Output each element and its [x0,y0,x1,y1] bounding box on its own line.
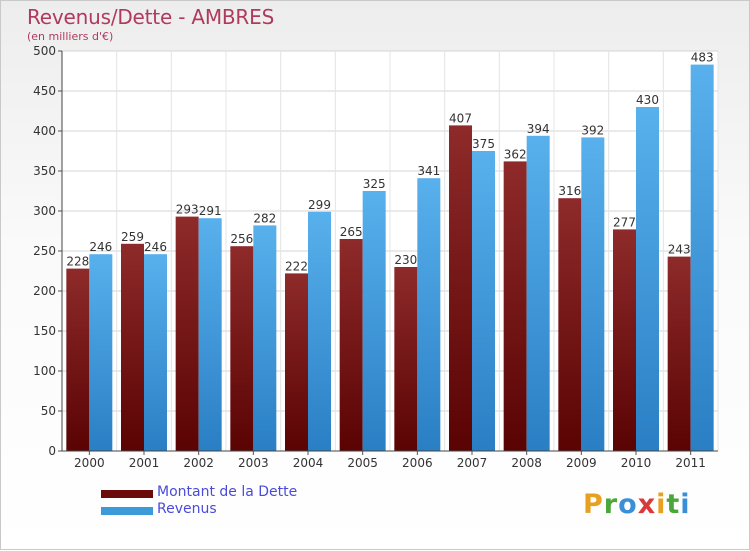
y-tick-label: 50 [41,404,56,418]
proxiti-logo: Proxiti [583,489,691,520]
bar-debt [449,125,472,452]
bar-debt [285,273,308,451]
logo-letter: o [618,489,638,520]
bar-revenue [89,254,113,451]
data-label-revenue: 392 [581,123,604,137]
bar-debt [667,256,691,451]
data-label-revenue: 246 [144,240,167,254]
bar-revenue [581,137,605,451]
data-label-debt: 243 [668,243,691,257]
logo-letter: i [680,489,691,520]
x-tick-label: 2009 [566,456,597,470]
data-label-revenue: 375 [472,137,495,151]
y-tick-label: 100 [33,364,56,378]
bar-debt [230,246,254,451]
legend-label-revenue: Revenus [157,501,217,517]
bar-debt [558,198,582,451]
logo-letter: P [583,489,604,520]
bar-revenue [417,178,441,451]
bar-revenue [362,191,386,451]
bar-debt [175,216,199,451]
bar-revenue [144,254,167,451]
data-label-revenue: 291 [199,204,222,218]
data-label-debt: 230 [394,253,417,267]
chart-subtitle: (en milliers d'€) [27,30,114,43]
y-tick-label: 500 [33,44,56,58]
x-tick-label: 2005 [347,456,378,470]
logo-letter: t [666,489,681,520]
legend-swatch-revenue [101,507,153,515]
data-label-debt: 259 [121,230,144,244]
data-label-debt: 293 [176,203,199,217]
y-tick-label: 400 [33,124,56,138]
y-tick-label: 450 [33,84,56,98]
bar-revenue [198,218,222,451]
data-label-debt: 277 [613,215,636,229]
y-tick-label: 250 [33,244,56,258]
bar-debt [503,161,527,451]
data-label-debt: 407 [449,111,472,125]
logo-letter: i [656,489,667,520]
bar-revenue [526,135,550,452]
bar-revenue [308,211,331,451]
data-label-revenue: 246 [89,240,112,254]
y-tick-label: 200 [33,284,56,298]
legend-label-debt: Montant de la Dette [157,484,298,500]
data-label-revenue: 325 [363,177,386,191]
bar-debt [66,268,90,451]
data-label-revenue: 341 [417,164,440,178]
x-tick-label: 2011 [675,456,706,470]
chart-title: Revenus/Dette - AMBRES [27,5,275,29]
data-label-revenue: 430 [636,93,659,107]
x-tick-label: 2001 [129,456,160,470]
x-tick-label: 2004 [293,456,324,470]
data-label-revenue: 483 [691,51,714,65]
x-tick-label: 2002 [183,456,214,470]
data-label-revenue: 299 [308,198,331,212]
data-label-debt: 256 [230,232,253,246]
bar-debt [339,239,363,451]
y-tick-label: 0 [48,444,56,458]
bar-revenue [253,225,277,451]
y-tick-label: 300 [33,204,56,218]
bar-revenue [636,107,659,451]
data-label-debt: 228 [66,255,89,269]
bar-revenue [472,151,495,451]
bar-debt [394,267,418,451]
legend-swatch-debt [101,490,153,498]
data-label-debt: 222 [285,259,308,273]
logo-letter: x [637,489,657,520]
y-tick-label: 150 [33,324,56,338]
x-tick-label: 2008 [511,456,542,470]
bar-revenue [690,64,714,451]
data-label-debt: 362 [504,147,527,161]
data-label-revenue: 282 [253,211,276,225]
data-label-debt: 265 [340,225,363,239]
bar-debt [613,229,636,451]
x-tick-label: 2007 [457,456,488,470]
x-tick-label: 2003 [238,456,269,470]
x-tick-label: 2006 [402,456,433,470]
data-label-revenue: 394 [527,122,550,136]
logo-letter: r [603,489,619,520]
x-tick-label: 2010 [621,456,652,470]
bar-debt [121,243,144,451]
data-label-debt: 316 [558,184,581,198]
x-tick-label: 2000 [74,456,105,470]
y-tick-label: 350 [33,164,56,178]
